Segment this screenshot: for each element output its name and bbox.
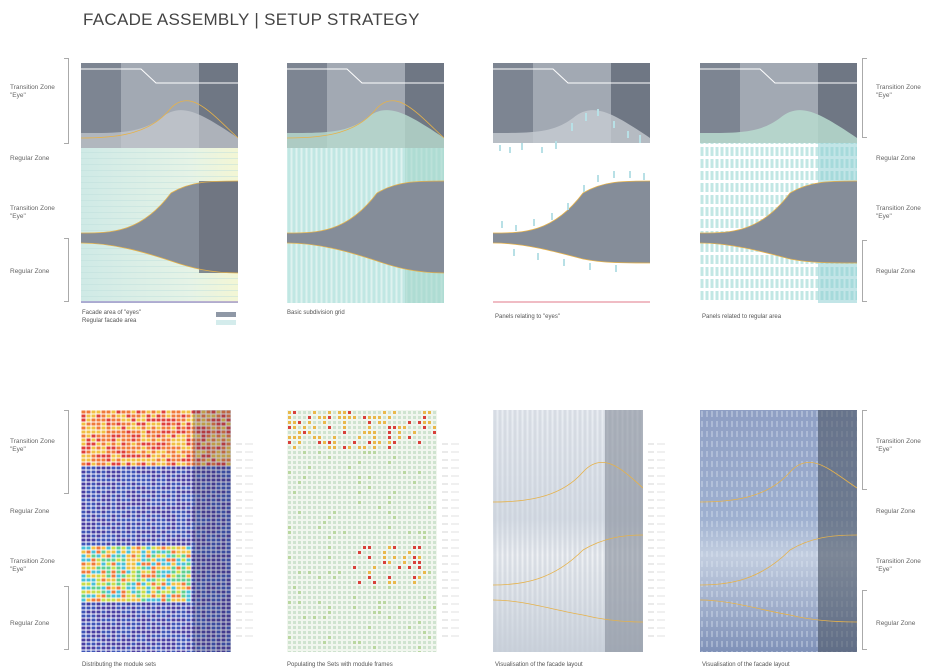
bracket-left-1 <box>64 58 69 144</box>
legend-eyes-swatch <box>216 312 236 317</box>
caption-eye-panels: Panels relating to "eyes" <box>495 314 560 320</box>
zone-label-regular-3: Regular Zone <box>10 508 50 515</box>
zone-label-regular-1: Regular Zone <box>10 155 50 162</box>
module-scale-2 <box>442 440 462 640</box>
zone-label-transition-r2: Transition Zone "Eye" <box>876 205 921 220</box>
bracket-left-2 <box>64 238 69 302</box>
zone-label-transition-1: Transition Zone "Eye" <box>10 84 55 99</box>
legend-regular-swatch <box>216 320 236 325</box>
panel-distribution-heatmap <box>81 410 231 652</box>
panel-facade-areas <box>81 63 238 303</box>
panel-regular-panels <box>700 63 857 303</box>
panel-eye-panels <box>493 63 650 303</box>
zone-label-transition-r3: Transition Zone "Eye" <box>876 438 921 453</box>
bracket-right-3 <box>862 410 867 490</box>
caption-distribution: Distributing the module sets <box>82 662 157 668</box>
bracket-left-3 <box>64 410 69 494</box>
zone-label-regular-r4: Regular Zone <box>876 620 916 627</box>
zone-label-transition-r4: Transition Zone "Eye" <box>876 558 921 573</box>
bracket-right-4 <box>862 590 867 650</box>
zone-label-transition-4: Transition Zone "Eye" <box>10 558 55 573</box>
caption-visualisation-2: Visualisation of the facade layout <box>702 662 790 668</box>
panel-basic-grid <box>287 63 444 303</box>
page-title: FACADE ASSEMBLY | SETUP STRATEGY <box>83 10 420 29</box>
panel-visualisation-light <box>493 410 643 652</box>
caption-module-frames: Populating the Sets with module frames <box>287 662 393 668</box>
caption-regular-panels: Panels related to regular area <box>702 314 782 320</box>
panel-module-frames <box>287 410 437 652</box>
zone-label-transition-3: Transition Zone "Eye" <box>10 438 55 453</box>
caption-visualisation-1: Visualisation of the facade layout <box>495 662 583 668</box>
legend-regular-label: Regular facade area <box>82 318 137 324</box>
zone-label-regular-r1: Regular Zone <box>876 155 916 162</box>
module-scale-1 <box>236 440 256 640</box>
zone-label-regular-r2: Regular Zone <box>876 268 916 275</box>
legend-eyes-label: Facade area of "eyes" <box>82 310 141 316</box>
caption-basic-grid: Basic subdivision grid <box>287 310 345 316</box>
panel-visualisation-dark <box>700 410 857 652</box>
bracket-right-1 <box>862 58 867 138</box>
bracket-left-4 <box>64 586 69 650</box>
bracket-right-2 <box>862 240 867 302</box>
module-scale-3 <box>648 440 668 640</box>
zone-label-transition-r1: Transition Zone "Eye" <box>876 84 921 99</box>
zone-label-regular-r3: Regular Zone <box>876 508 916 515</box>
zone-label-transition-2: Transition Zone "Eye" <box>10 205 55 220</box>
zone-label-regular-4: Regular Zone <box>10 620 50 627</box>
zone-label-regular-2: Regular Zone <box>10 268 50 275</box>
